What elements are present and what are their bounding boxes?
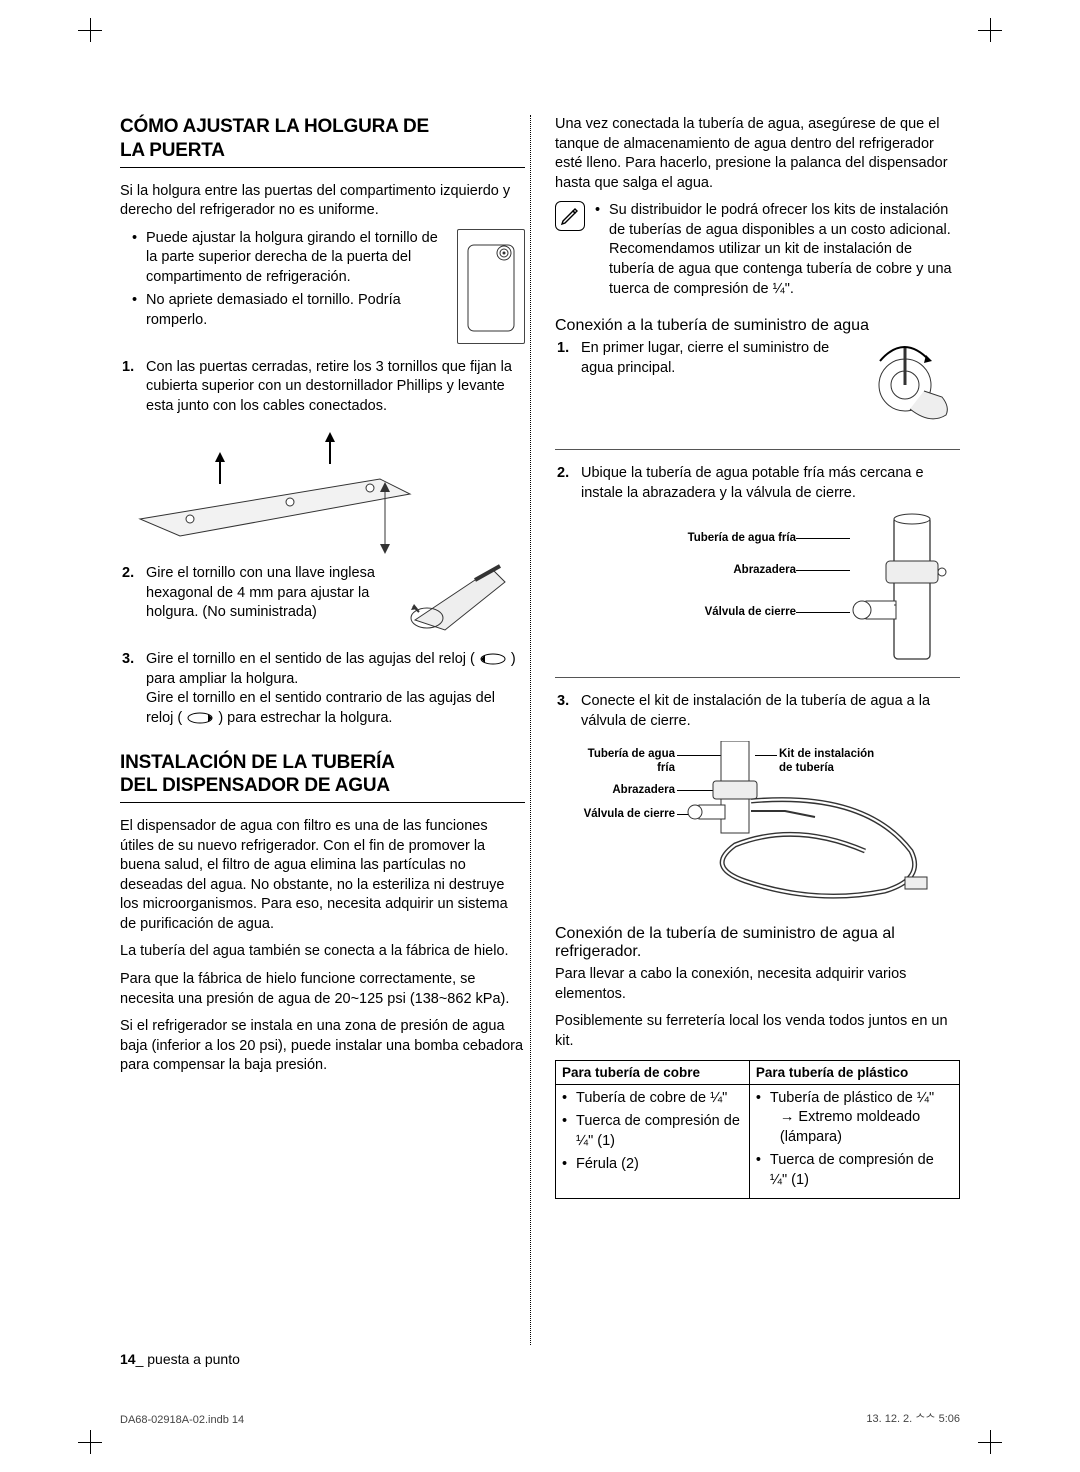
pb1: Para llevar a cabo la conexión, necesita… [555,965,960,1004]
pencil-icon [560,206,580,226]
wl-p4: Si el refrigerador se instala en una zon… [120,1017,525,1076]
adjust-bullets: Puede ajustar la holgura girando el torn… [120,229,525,331]
heading-adjust-door: CÓMO AJUSTAR LA HOLGURA DE LA PUERTA [120,115,525,168]
step-num: 1. [557,339,569,359]
h2-line1: CÓMO AJUSTAR LA HOLGURA DE [120,116,429,137]
page-footer: 14_ puesta a punto [120,1351,240,1367]
print-mark-left: DA68-02918A-02.indb 14 [120,1414,244,1426]
h2b-line2: DEL DISPENSADOR DE AGUA [120,775,390,796]
crop-mark [78,1430,102,1454]
supply-steps-2: 2. Ubique la tubería de agua potable frí… [555,464,960,663]
kit-illustration [555,741,955,911]
step-num: 2. [122,564,134,584]
note-list: Su distribuidor le podrá ofrecer los kit… [595,201,960,303]
r-p1: Una vez conectada la tubería de agua, as… [555,115,960,193]
s-step-3: 3. Conecte el kit de instalación de la t… [581,692,960,911]
valve-illustration [850,339,960,435]
hinge-figure [120,424,525,554]
c2a: Tubería de plástico de ¼" → Extremo mold… [770,1089,953,1148]
wrench-illustration [405,560,525,640]
th-copper: Para tubería de cobre [556,1060,750,1084]
c1-0: Tubería de cobre de ¼" [576,1089,743,1109]
c1-2: Férula (2) [576,1155,743,1175]
step-num: 1. [122,358,134,378]
cw-arrow-icon [479,653,507,665]
h3-connect-fridge: Conexión de la tubería de suministro de … [555,925,960,961]
c2b-text: → Extremo moldeado (lámpara) [770,1108,953,1147]
lbl-cold-water: Tubería de agua fría [688,531,796,547]
step-2-text: Gire el tornillo con una llave inglesa h… [146,565,375,620]
heading-water-line: INSTALACIÓN DE LA TUBERÍA DEL DISPENSADO… [120,751,525,804]
lbl-clamp: Abrazadera [733,563,796,579]
s-step-3-text: Conecte el kit de instalación de la tube… [581,693,930,729]
note-text: Su distribuidor le podrá ofrecer los kit… [609,201,960,299]
lbl-shutoff: Válvula de cierre [705,605,796,621]
crop-mark [978,18,1002,42]
valve-hand-figure [850,339,960,435]
wl-p2: La tubería del agua también se conecta a… [120,942,525,962]
td-copper: Tubería de cobre de ¼" Tuerca de compres… [556,1084,750,1199]
crop-mark [78,18,102,42]
step-3a: Gire el tornillo en el sentido de las ag… [146,651,475,667]
s-step-1: 1. En primer lugar, cierre el suministro… [581,339,960,435]
divider [555,449,960,450]
step-3: 3. Gire el tornillo en el sentido de las… [146,650,525,728]
pb2: Posiblemente su ferretería local los ven… [555,1012,960,1051]
step-num: 3. [122,650,134,670]
kit-diagram: Tubería de agua fría Abrazadera Válvula … [555,741,960,911]
wl-p3: Para que la fábrica de hielo funcione co… [120,970,525,1009]
step-1: 1. Con las puertas cerradas, retire los … [146,358,525,555]
adjust-steps: 1. Con las puertas cerradas, retire los … [120,358,525,729]
h2-line2: LA PUERTA [120,140,225,161]
bullet-1: Puede ajustar la holgura girando el torn… [146,229,525,288]
bullet-2: No apriete demasiado el tornillo. Podría… [146,291,525,330]
c2c: Tuerca de compresión de ¼" (1) [770,1151,953,1190]
step-2: 2. Gire el tornillo con una llave ingles… [146,564,525,640]
crop-mark [978,1430,1002,1454]
note-icon [555,201,585,231]
wl-p1: El dispensador de agua con filtro es una… [120,817,525,934]
materials-table: Para tubería de cobre Para tubería de pl… [555,1060,960,1200]
page-section: _ puesta a punto [136,1351,240,1367]
clamp-diagram: Tubería de agua fría Abrazadera Válvula … [555,513,960,663]
page-number: 14 [120,1351,136,1367]
s-step-1-text: En primer lugar, cierre el suministro de… [581,340,829,376]
supply-steps: 1. En primer lugar, cierre el suministro… [555,339,960,435]
left-column: CÓMO AJUSTAR LA HOLGURA DE LA PUERTA Si … [120,115,525,1199]
right-column: Una vez conectada la tubería de agua, as… [555,115,960,1199]
c2a-text: Tubería de plástico de ¼" [770,1090,934,1106]
supply-steps-3: 3. Conecte el kit de instalación de la t… [555,692,960,911]
wrench-figure [405,560,525,640]
h3-connect-supply: Conexión a la tubería de suministro de a… [555,317,960,335]
divider [555,677,960,678]
step-1-text: Con las puertas cerradas, retire los 3 t… [146,359,512,414]
ccw-arrow-icon [186,712,214,724]
td-plastic: Tubería de plástico de ¼" → Extremo mold… [749,1084,959,1199]
intro-text: Si la holgura entre las puertas del comp… [120,182,525,221]
h2b-line1: INSTALACIÓN DE LA TUBERÍA [120,752,395,773]
print-mark-right: 13. 12. 2. ᄉᄉ 5:06 [866,1410,960,1426]
pipe-illustration [830,513,960,663]
th-plastic: Para tubería de plástico [749,1060,959,1084]
hinge-illustration [120,424,480,554]
step-num: 3. [557,692,569,712]
s-step-2-text: Ubique la tubería de agua potable fría m… [581,465,924,501]
page-content: CÓMO AJUSTAR LA HOLGURA DE LA PUERTA Si … [120,115,960,1355]
c1-1: Tuerca de compresión de ¼" (1) [576,1112,743,1151]
note-block: Su distribuidor le podrá ofrecer los kit… [555,201,960,303]
step-3d: ) para estrechar la holgura. [218,710,392,726]
s-step-2: 2. Ubique la tubería de agua potable frí… [581,464,960,663]
step-num: 2. [557,464,569,484]
